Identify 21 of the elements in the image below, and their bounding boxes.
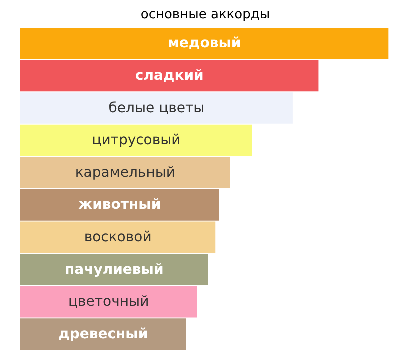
y-tick-label: сладкий [135,68,204,84]
bar [20,157,230,189]
bar [20,286,198,318]
bar [20,254,208,286]
bar [20,222,216,254]
bar [20,28,389,60]
y-tick-label: пачулиевый [65,262,164,278]
bar [20,60,319,92]
bar [20,124,252,156]
y-tick-label: животный [78,197,162,214]
y-tick-label: цветочный [68,294,150,310]
bar [20,318,186,350]
y-tick-label: медовый [168,36,242,52]
y-tick-label: восковой [84,229,152,246]
chart-title: основные аккорды [140,8,270,22]
y-tick-label: древесный [58,326,148,342]
y-tick-label: карамельный [75,164,176,181]
y-tick-label: цитрусовый [92,132,181,149]
bar [20,92,293,124]
y-tick-label: белые цветы [108,100,205,116]
bar [20,189,220,221]
